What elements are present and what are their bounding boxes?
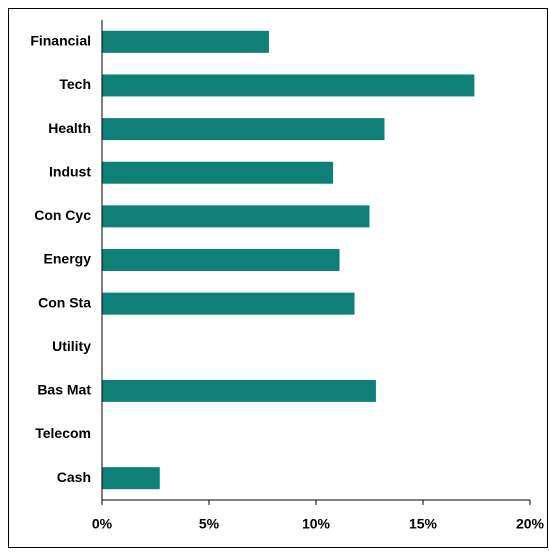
bar	[102, 30, 269, 53]
y-tick-label: Tech	[59, 76, 91, 92]
y-tick-label: Indust	[49, 163, 91, 179]
bar	[102, 161, 334, 184]
y-tick-label: Con Cyc	[34, 207, 91, 223]
y-tick-label: Bas Mat	[37, 382, 91, 398]
chart-border	[8, 8, 548, 548]
bar	[102, 467, 160, 490]
x-tick-label: 5%	[199, 516, 220, 532]
bar	[102, 74, 475, 97]
y-tick-label: Utility	[52, 338, 91, 354]
y-tick-label: Con Sta	[38, 294, 91, 310]
y-tick-label: Financial	[30, 33, 91, 49]
x-tick-label: 20%	[516, 516, 545, 532]
y-tick-label: Energy	[44, 251, 92, 267]
y-tick-label: Health	[48, 120, 91, 136]
bar	[102, 379, 376, 402]
x-tick-label: 0%	[92, 516, 113, 532]
bar	[102, 118, 385, 141]
bar	[102, 249, 340, 271]
x-tick-label: 15%	[409, 516, 438, 532]
y-tick-label: Cash	[57, 469, 91, 485]
y-tick-label: Telecom	[35, 425, 91, 441]
x-tick-label: 10%	[302, 516, 331, 532]
bar	[102, 292, 355, 315]
bar	[102, 205, 370, 228]
